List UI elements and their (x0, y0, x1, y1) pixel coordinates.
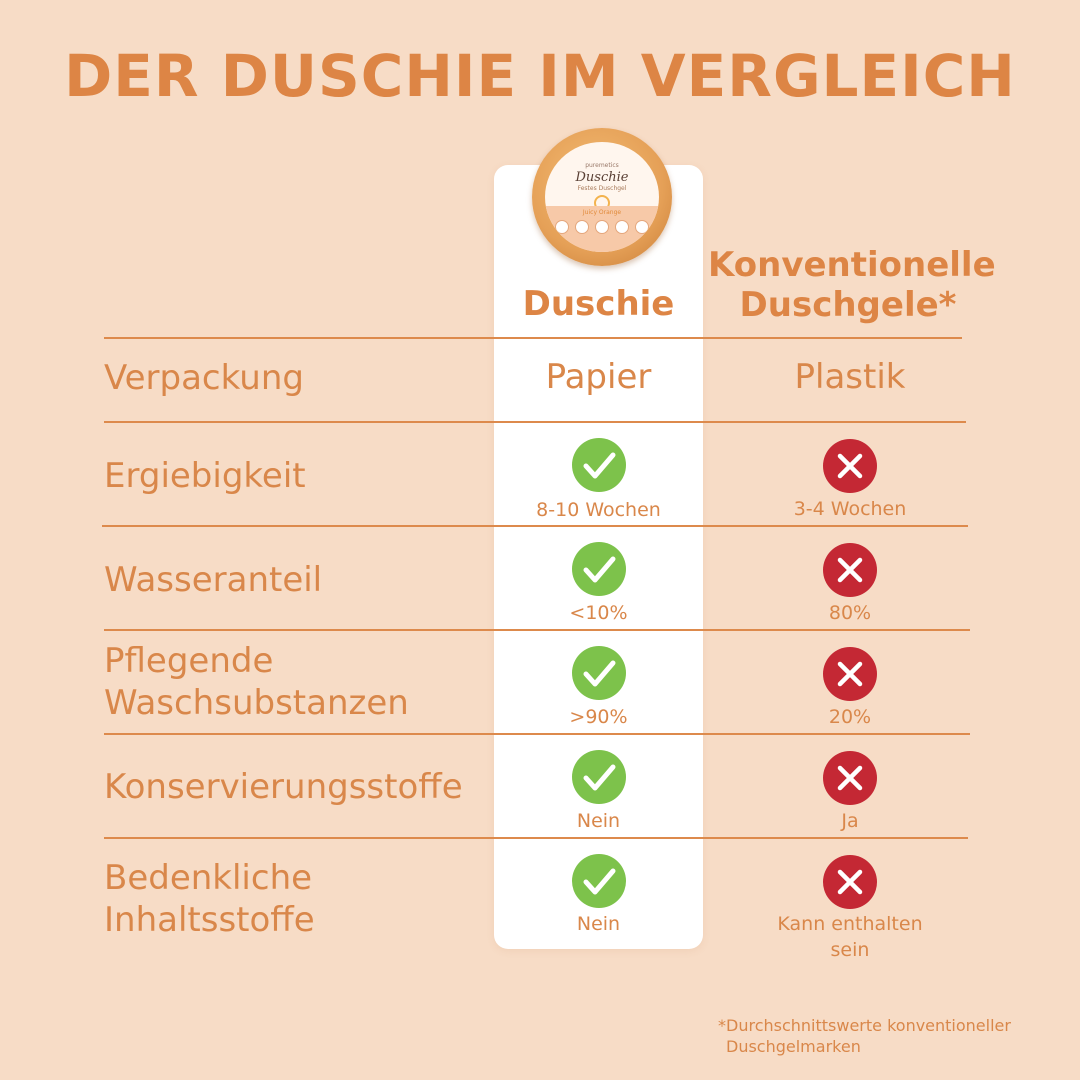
row-label-wasseranteil: Wasseranteil (104, 560, 323, 600)
check-icon (572, 438, 626, 492)
column-header-konventionell: Konventionelle Duschgele* (708, 245, 996, 325)
cross-icon (823, 439, 877, 493)
check-icon (572, 646, 626, 700)
check-icon (572, 542, 626, 596)
footnote-line: *Durchschnittswerte konventioneller (718, 1016, 1011, 1035)
duschie-konservierungsstoffe-value: Nein (576, 810, 621, 832)
konv-waschsubstanzen-value: 20% (828, 706, 872, 728)
row-label-line: Pflegende (104, 641, 274, 681)
konv-verpackung-value: Plastik (794, 357, 906, 397)
row-divider (104, 837, 968, 839)
row-label-line: Waschsubstanzen (104, 683, 409, 723)
row-divider (104, 421, 966, 423)
feature-icon (635, 220, 649, 234)
konv-wasseranteil-value: 80% (828, 602, 872, 624)
row-label-bedenkliche-inhaltsstoffe: Bedenkliche Inhaltsstoffe (104, 857, 315, 941)
row-label-verpackung: Verpackung (104, 358, 304, 398)
check-icon (572, 854, 626, 908)
row-label-line: Inhaltsstoffe (104, 900, 315, 940)
row-label-ergiebigkeit: Ergiebigkeit (104, 456, 306, 496)
row-label-line: Bedenkliche (104, 858, 313, 898)
product-subtitle: Festes Duschgel (577, 185, 627, 192)
product-label: puremetics Duschie Festes Duschgel Juicy… (545, 142, 659, 252)
column-header-line: Duschgele* (739, 285, 957, 325)
duschie-waschsubstanzen-value: >90% (569, 706, 628, 728)
check-icon (572, 750, 626, 804)
feature-icon (595, 220, 609, 234)
value-line: sein (830, 939, 870, 961)
footnote: *Durchschnittswerte konventioneller Dusc… (718, 1015, 1011, 1057)
column-header-duschie: Duschie (522, 284, 675, 324)
row-divider (104, 733, 970, 735)
product-brand: puremetics (585, 162, 619, 169)
duschie-ergiebigkeit-value: 8-10 Wochen (536, 499, 661, 521)
product-name: Duschie (575, 170, 629, 185)
row-divider (104, 337, 962, 339)
feature-icon (575, 220, 589, 234)
cross-icon (823, 855, 877, 909)
column-header-line: Konventionelle (708, 245, 996, 285)
konv-bedenkliche-value: Kann enthalten sein (730, 911, 970, 963)
page-title: DER DUSCHIE IM VERGLEICH (64, 42, 1016, 110)
row-divider (102, 525, 968, 527)
value-line: Kann enthalten (777, 913, 923, 935)
row-divider (104, 629, 970, 631)
cross-icon (823, 647, 877, 701)
product-variant: Juicy Orange (582, 209, 622, 216)
cross-icon (823, 751, 877, 805)
duschie-product-image: puremetics Duschie Festes Duschgel Juicy… (532, 128, 672, 266)
feature-icon (615, 220, 629, 234)
footnote-line: Duschgelmarken (726, 1037, 861, 1056)
cross-icon (823, 543, 877, 597)
duschie-wasseranteil-value: <10% (569, 602, 628, 624)
row-label-pflegende-waschsubstanzen: Pflegende Waschsubstanzen (104, 640, 409, 724)
konv-ergiebigkeit-value: 3-4 Wochen (793, 498, 907, 520)
row-label-konservierungsstoffe: Konservierungsstoffe (104, 767, 463, 807)
feature-icon (555, 220, 569, 234)
duschie-verpackung-value: Papier (545, 357, 652, 397)
konv-konservierungsstoffe-value: Ja (841, 810, 859, 832)
duschie-bedenkliche-value: Nein (576, 913, 621, 935)
product-feature-icons (555, 220, 649, 234)
